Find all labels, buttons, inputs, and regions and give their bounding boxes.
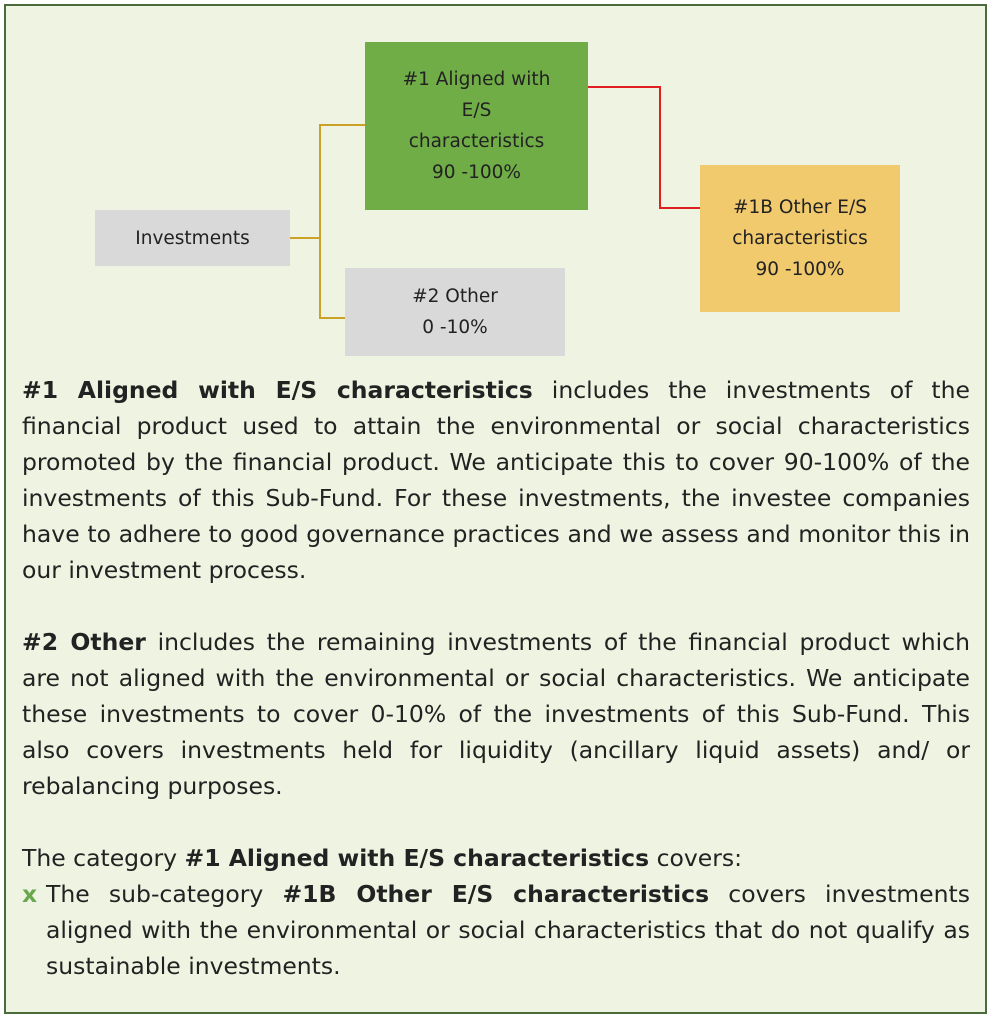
bullet-item: x The sub-category #1B Other E/S characte…	[22, 876, 970, 984]
bold-text: #1 Aligned with E/S characteristics	[22, 376, 533, 404]
text-run: covers:	[649, 844, 743, 872]
bold-text: #1B Other E/S characteristics	[282, 880, 710, 908]
node-investments: Investments	[95, 210, 290, 266]
node-label: characteristics	[732, 228, 868, 249]
bold-text: #2 Other	[22, 628, 146, 656]
node-label: #2 Other	[412, 286, 498, 307]
node-label: Investments	[135, 227, 250, 249]
text-run: The sub-category	[46, 880, 283, 908]
connector	[319, 124, 365, 319]
text-run: includes the remaining investments of th…	[22, 628, 970, 800]
bullet-marker: x	[22, 880, 38, 908]
node-label: #1B Other E/S	[733, 197, 867, 218]
node-label: E/S	[461, 100, 492, 121]
node-label: 90 -100%	[432, 162, 521, 183]
paragraph: The category #1 Aligned with E/S charact…	[22, 840, 970, 876]
bullet-text: The sub-category #1B Other E/S character…	[46, 876, 970, 984]
paragraph: #1 Aligned with E/S characteristics incl…	[22, 372, 970, 588]
frame: Investments #1 Aligned with E/S characte…	[4, 4, 987, 1014]
text-run: covers investments aligned with the envi…	[46, 880, 970, 980]
node-aligned: #1 Aligned with E/S characteristics 90 -…	[365, 42, 588, 210]
text-run: The category	[22, 844, 185, 872]
bold-text: #1 Aligned with E/S characteristics	[184, 844, 650, 872]
node-label: 90 -100%	[755, 259, 845, 280]
text-run: includes the investments of the financia…	[22, 376, 970, 584]
connectors	[290, 86, 700, 319]
node-other-es: #1B Other E/S characteristics 90 -100%	[700, 165, 900, 312]
node-other: #2 Other 0 -10%	[345, 268, 565, 356]
node-label: 0 -10%	[422, 317, 488, 338]
paragraph: #2 Other includes the remaining investme…	[22, 624, 970, 804]
text-body: #1 Aligned with E/S characteristics incl…	[22, 372, 970, 984]
connector	[588, 86, 700, 209]
node-label: #1 Aligned with	[402, 69, 551, 90]
node-label: characteristics	[408, 131, 545, 152]
